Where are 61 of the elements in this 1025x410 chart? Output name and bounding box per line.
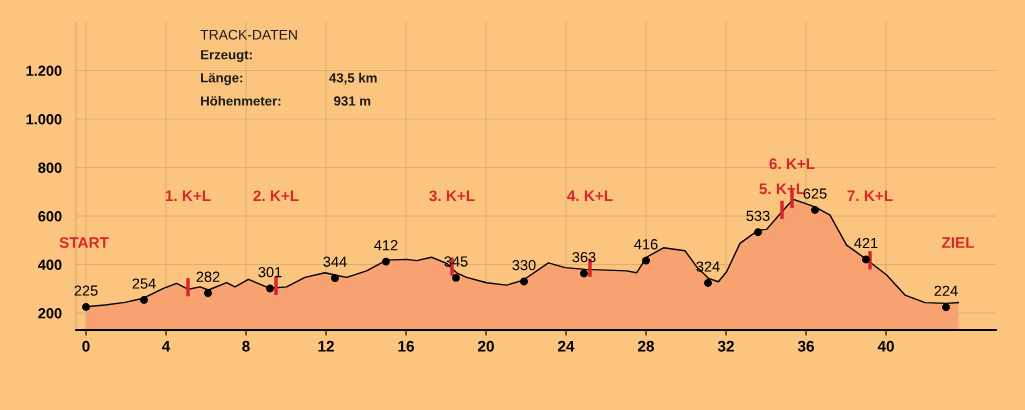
point bbox=[754, 228, 762, 237]
data-label: 344 bbox=[323, 256, 347, 267]
data-label: 363 bbox=[572, 251, 596, 263]
x-tick-label: 0 bbox=[82, 340, 90, 352]
point bbox=[811, 206, 819, 214]
point bbox=[382, 257, 390, 266]
data-label: 421 bbox=[854, 237, 878, 249]
data-label: 254 bbox=[132, 278, 156, 289]
y-tick-label: 800 bbox=[38, 162, 62, 173]
data-label: 533 bbox=[746, 210, 770, 222]
annotation: 931 m bbox=[334, 96, 371, 106]
x-tick-label: 24 bbox=[558, 340, 575, 352]
point bbox=[580, 269, 588, 278]
x-tick-label: 40 bbox=[877, 340, 894, 352]
point bbox=[140, 295, 148, 304]
annotation: 2. K+L bbox=[253, 190, 299, 202]
point bbox=[942, 303, 950, 312]
annotation: 1. K+L bbox=[165, 190, 211, 202]
y-tick-label: 200 bbox=[38, 308, 62, 319]
x-tick-label: 32 bbox=[717, 340, 734, 352]
point bbox=[82, 303, 90, 311]
annotation: Erzeugt: bbox=[201, 50, 252, 63]
x-tick-label: 4 bbox=[161, 340, 171, 352]
data-label: 330 bbox=[512, 259, 536, 271]
data-label: 282 bbox=[196, 271, 220, 282]
annotation: 4. K+L bbox=[567, 190, 613, 202]
data-label: 224 bbox=[934, 285, 958, 296]
annotation: 3. K+L bbox=[429, 190, 475, 202]
annotation: 5. K+L bbox=[759, 183, 805, 195]
annotation: ZIEL bbox=[941, 237, 975, 248]
y-tick-label: 1.200 bbox=[26, 65, 62, 76]
point bbox=[642, 256, 650, 265]
point bbox=[452, 273, 460, 282]
data-label: 416 bbox=[634, 239, 658, 250]
annotation: Länge: bbox=[201, 73, 243, 86]
y-tick-label: 600 bbox=[38, 211, 62, 222]
annotation: 6. K+L bbox=[769, 158, 815, 170]
point bbox=[704, 278, 712, 287]
data-label: 412 bbox=[374, 240, 398, 251]
annotation: TRACK-DATEN bbox=[200, 29, 297, 40]
data-label: 225 bbox=[74, 285, 98, 296]
x-tick-label: 36 bbox=[797, 340, 814, 352]
point bbox=[331, 274, 339, 283]
annotation: Höhenmeter: bbox=[201, 95, 281, 106]
annotation: 43,5 km bbox=[329, 72, 377, 85]
point bbox=[204, 289, 212, 298]
annotation: 7. K+L bbox=[847, 190, 893, 202]
x-tick-label: 28 bbox=[638, 340, 655, 352]
point bbox=[266, 284, 274, 293]
x-tick-label: 12 bbox=[318, 340, 334, 352]
data-label: 625 bbox=[803, 188, 827, 199]
data-label: 301 bbox=[258, 266, 282, 278]
annotation: START bbox=[59, 237, 109, 249]
x-tick-label: 20 bbox=[478, 340, 494, 352]
y-tick-label: 1.000 bbox=[26, 114, 62, 125]
point bbox=[520, 277, 528, 286]
point bbox=[862, 255, 870, 264]
y-tick-label: 400 bbox=[38, 259, 62, 270]
x-tick-label: 8 bbox=[242, 340, 250, 352]
x-tick-label: 16 bbox=[398, 340, 414, 352]
data-label: 324 bbox=[696, 261, 720, 272]
